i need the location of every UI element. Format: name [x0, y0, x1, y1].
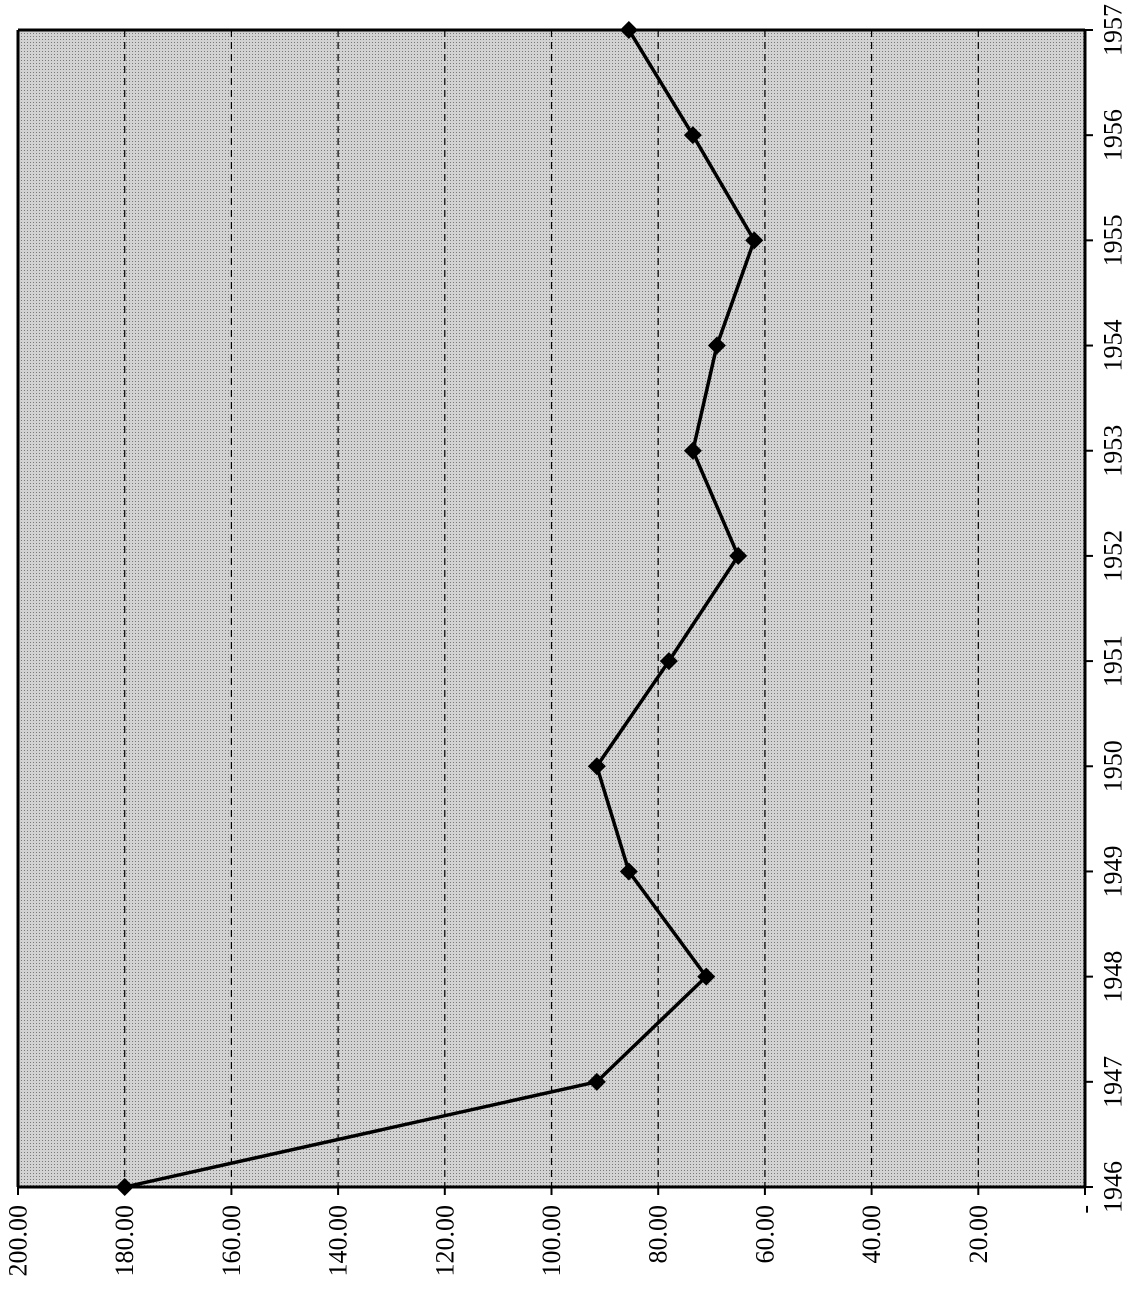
- value-tick-label: 200.00: [4, 1205, 33, 1277]
- data-point-marker: [659, 652, 678, 671]
- value-tick-label: -: [1071, 1205, 1100, 1214]
- data-point-marker: [683, 126, 702, 145]
- data-point-marker: [745, 231, 764, 250]
- year-tick-label: 1946: [1099, 1161, 1128, 1213]
- data-markers: [115, 21, 764, 1196]
- grid-lines: [124, 30, 979, 1187]
- value-tick-label: 180.00: [110, 1205, 139, 1277]
- year-tick-label: 1954: [1099, 320, 1128, 372]
- value-tick-label: 80.00: [644, 1205, 673, 1264]
- series-line: [124, 29, 756, 1189]
- value-tick-label: 40.00: [857, 1205, 886, 1264]
- year-tick-label: 1953: [1099, 425, 1128, 477]
- value-tick-label: 60.00: [750, 1205, 779, 1264]
- value-tick-labels: - 20.00 40.00 60.00 80.00 100.00 120.00 140.00 1…: [4, 1205, 1100, 1277]
- year-tick-label: 1951: [1099, 635, 1128, 687]
- data-point-marker: [707, 336, 726, 355]
- value-tick-label: 140.00: [324, 1205, 353, 1277]
- axes: [16, 28, 1093, 1195]
- value-tick-label: 20.00: [964, 1205, 993, 1264]
- value-tick-label: 160.00: [217, 1205, 246, 1277]
- data-point-marker: [619, 21, 638, 39]
- year-tick-label: 1956: [1099, 109, 1128, 161]
- data-point-marker: [115, 1178, 134, 1196]
- series-polyline: [124, 29, 756, 1189]
- data-point-marker: [587, 757, 606, 776]
- year-tick-label: 1957: [1099, 4, 1128, 56]
- data-point-marker: [697, 967, 716, 986]
- year-tick-label: 1949: [1099, 845, 1128, 897]
- value-tick-label: 120.00: [430, 1205, 459, 1277]
- data-point-marker: [587, 1072, 606, 1091]
- year-tick-label: 1955: [1099, 214, 1128, 266]
- year-tick-label: 1952: [1099, 530, 1128, 582]
- data-point-marker: [683, 441, 702, 460]
- year-tick-label: 1948: [1099, 951, 1128, 1003]
- year-tick-label: 1950: [1099, 740, 1128, 792]
- data-point-marker: [619, 862, 638, 881]
- value-tick-label: 100.00: [537, 1205, 566, 1277]
- data-point-marker: [729, 546, 748, 565]
- year-tick-label: 1947: [1099, 1056, 1128, 1108]
- year-tick-labels: 1946 1947 1948 1949 1950 1951 1952 1953 1954 1955…: [1099, 4, 1128, 1213]
